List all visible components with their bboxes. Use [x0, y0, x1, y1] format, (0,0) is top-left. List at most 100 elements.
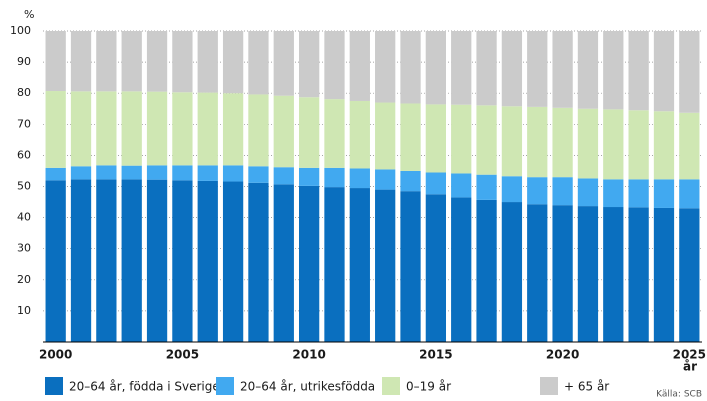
- y-tick-label: 30: [17, 242, 31, 255]
- bar-segment: [603, 31, 624, 110]
- y-tick-label: 100: [10, 24, 31, 37]
- bar-segment: [197, 165, 218, 181]
- bar-segment: [248, 31, 269, 95]
- bar-segment: [628, 110, 649, 180]
- y-axis-label: %: [24, 8, 34, 21]
- bar-segment: [273, 167, 294, 185]
- bar-segment: [324, 31, 345, 100]
- source: Källa: SCB: [656, 390, 702, 400]
- x-tick-label: 2025: [673, 348, 706, 362]
- bar-segment: [653, 179, 675, 208]
- x-unit: år: [683, 360, 697, 374]
- bar-segment: [425, 104, 447, 173]
- bar-segment: [628, 31, 649, 111]
- bar-segment: [70, 31, 92, 92]
- bar-segment: [527, 204, 548, 342]
- bar-segment: [400, 191, 421, 342]
- legend-swatch: [382, 377, 400, 395]
- bar-segment: [552, 31, 573, 108]
- bar-segment: [349, 168, 370, 189]
- bar-segment: [400, 31, 421, 104]
- y-tick-label: 40: [17, 211, 31, 224]
- x-tick-label: 2005: [166, 348, 199, 362]
- bar-segment: [552, 107, 573, 178]
- bar-segment: [400, 103, 421, 171]
- bar-segment: [577, 206, 599, 342]
- bar-segment: [273, 31, 294, 96]
- bar-segment: [425, 194, 447, 342]
- bar-segment: [146, 179, 168, 342]
- bar-segment: [527, 31, 548, 107]
- bar-segment: [375, 189, 396, 342]
- bar-segment: [222, 31, 244, 94]
- bar-segment: [248, 166, 269, 183]
- bar-segment: [172, 92, 193, 166]
- bar-segment: [425, 31, 447, 105]
- y-tick-label: 20: [17, 273, 31, 286]
- bar-segment: [298, 97, 320, 168]
- bar-segment: [222, 181, 244, 342]
- bar-segment: [679, 208, 700, 342]
- y-tick-label: 50: [17, 180, 31, 193]
- bar-segment: [121, 179, 142, 342]
- bar-segment: [577, 31, 599, 109]
- bar-segment: [45, 31, 66, 92]
- legend-swatch: [45, 377, 63, 395]
- bar-segment: [96, 31, 117, 92]
- bar-segment: [45, 91, 66, 168]
- bar-segment: [197, 180, 218, 342]
- x-tick-label: 2010: [292, 348, 325, 362]
- legend-label: + 65 år: [564, 380, 609, 394]
- bar-segment: [96, 91, 117, 166]
- bar-segment: [172, 165, 193, 181]
- bar-segment: [679, 112, 700, 180]
- bar-segment: [425, 172, 447, 195]
- legend-swatch: [216, 377, 234, 395]
- bar-segment: [324, 167, 345, 188]
- bar-segment: [324, 187, 345, 342]
- bar-segment: [653, 207, 675, 342]
- y-tick-label: 60: [17, 148, 31, 161]
- legend-label: 0–19 år: [406, 380, 451, 394]
- bar-segment: [121, 91, 142, 166]
- bar-segment: [375, 31, 396, 103]
- bar-segment: [476, 105, 497, 175]
- bar-segment: [679, 31, 700, 113]
- bar-segment: [577, 108, 599, 179]
- bar-segment: [248, 94, 269, 167]
- bar-segment: [70, 91, 92, 167]
- bar-segment: [375, 169, 396, 190]
- y-tick-label: 80: [17, 86, 31, 99]
- bar-segment: [172, 31, 193, 93]
- bar-segment: [375, 102, 396, 170]
- bar-segment: [248, 182, 269, 342]
- bar-segment: [451, 173, 472, 198]
- bar-segment: [451, 104, 472, 174]
- bar-segment: [70, 166, 92, 180]
- legend-label: 20–64 år, födda i Sverige: [69, 380, 220, 394]
- bar-segment: [349, 31, 370, 101]
- bar-segment: [628, 207, 649, 342]
- bar-segment: [400, 170, 421, 192]
- bar-segment: [501, 176, 523, 203]
- bar-segment: [349, 188, 370, 342]
- bar-segment: [197, 92, 218, 166]
- bar-segment: [476, 199, 497, 342]
- bar-segment: [451, 197, 472, 342]
- bar-segment: [146, 31, 168, 92]
- bar-segment: [70, 179, 92, 342]
- legend-label: 20–64 år, utrikesfödda: [240, 380, 375, 394]
- bar-segment: [121, 165, 142, 180]
- bar-segment: [222, 165, 244, 182]
- bar-segment: [298, 31, 320, 98]
- bar-segment: [298, 167, 320, 186]
- bar-segment: [298, 185, 320, 342]
- bar-segment: [96, 179, 117, 342]
- bar-segment: [222, 93, 244, 166]
- x-tick-label: 2015: [419, 348, 452, 362]
- bar-segment: [679, 179, 700, 209]
- bar-segment: [197, 31, 218, 93]
- bar-segment: [96, 165, 117, 180]
- bar-segment: [603, 109, 624, 180]
